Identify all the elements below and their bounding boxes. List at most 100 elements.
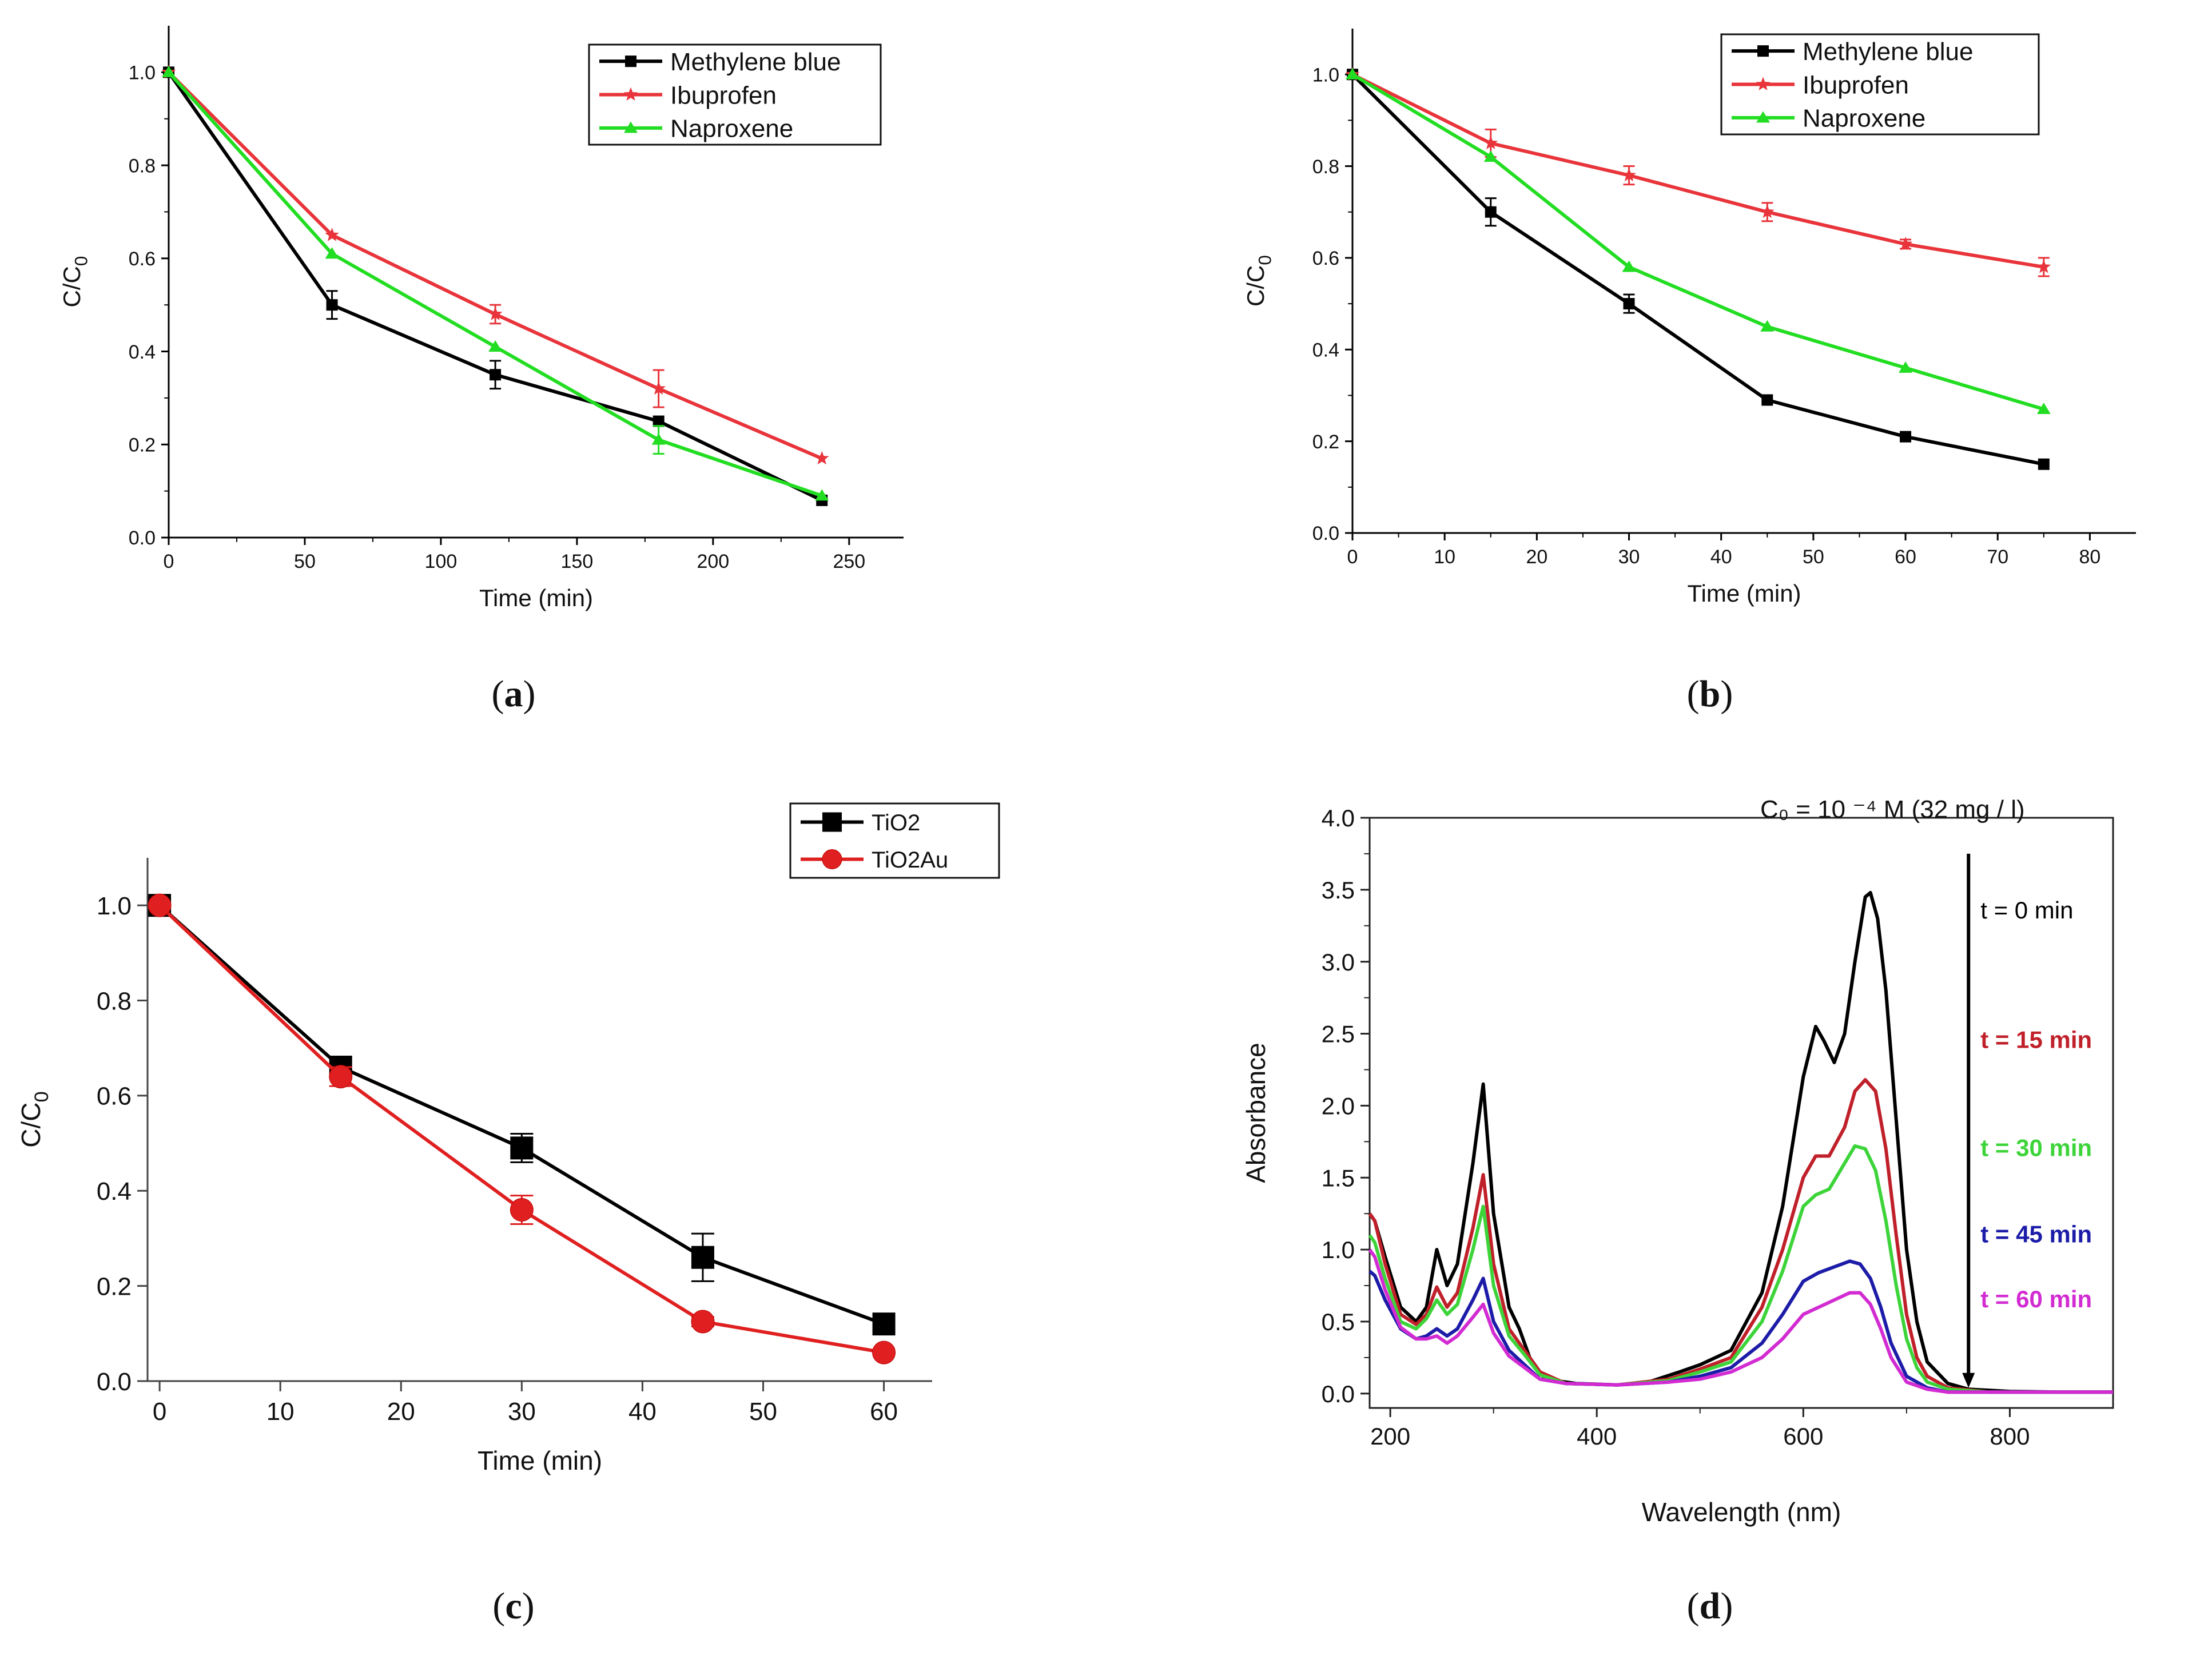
y-tick-label: 0.2 [129,435,156,456]
y-tick-label: 0.6 [1312,248,1339,269]
caption-paren: ( [1687,1585,1700,1627]
y-tick-label: 0.2 [97,1272,132,1300]
y-tick-label: 0.5 [1322,1308,1355,1335]
time-annotation: t = 45 min [1980,1221,2092,1248]
data-point [488,340,503,352]
series-tio2 [148,894,896,1336]
x-tick-label: 50 [294,551,316,572]
x-tick-label: 40 [1710,546,1732,568]
y-tick-label: 0.8 [97,987,132,1015]
data-point [325,247,339,259]
y-tick-label: 0.8 [1312,156,1339,178]
y-tick-label: 0.8 [129,155,156,177]
data-point [691,1246,714,1269]
data-point [1622,168,1636,182]
y-axis-label-subscript: 0 [31,1091,53,1102]
x-tick-label: 800 [1990,1423,2030,1450]
legend-label: TiO2 [872,810,920,836]
series-t-30-min [1368,1144,2113,1394]
legend-label: Naproxene [1803,105,1925,133]
x-tick-label: 40 [628,1398,657,1426]
y-axis-label-main: C/C [58,266,85,307]
x-tick-label: 0 [164,551,174,572]
series-line [158,904,885,1326]
chart-panel-c: 0 10 20 30 40 50 60 0.0 0.2 0.4 0.6 0.8 1.0 Time (min… [16,802,1000,1627]
y-axis-label: C/C0 [1242,255,1275,307]
series-t-0-min [1368,890,2113,1394]
caption-paren: ) [523,673,536,715]
y-tick-label: 0.0 [1312,523,1339,544]
data-point [1900,431,1912,443]
y-axis-label-main: C/C [16,1102,46,1147]
x-tick-label: 60 [870,1398,898,1426]
y-tick-label: 1.5 [1322,1164,1355,1191]
x-tick-label: 10 [1434,546,1455,568]
caption-paren: ) [1720,1585,1733,1627]
legend-marker [1756,111,1770,123]
y-tick-label: 3.0 [1322,949,1355,976]
data-point [1346,67,1359,79]
chart-panel-a: 0 50 100 150 200 250 0.0 0.2 0.4 0.6 0.8 1.0 Time (m… [58,26,904,715]
concentration-label: C₀ = 10 ⁻⁴ M (32 mg / l) [1760,795,2025,823]
data-point [1761,394,1773,406]
data-point [148,893,172,917]
time-annotation: t = 0 min [1980,897,2073,924]
y-axis-label-main: C/C [1242,265,1269,307]
caption-paren: ( [492,673,504,715]
caption-paren: ( [492,1585,505,1627]
data-point [653,415,665,427]
x-tick-label: 150 [561,551,594,572]
legend: Methylene blue Ibuprofen Naproxene [588,43,882,146]
x-axis-label: Time (min) [479,584,593,611]
time-annotation: t = 15 min [1980,1027,2092,1053]
x-tick-label: 20 [387,1398,415,1426]
panel-caption: (a) [492,673,536,715]
data-point [691,1310,715,1334]
legend: TiO2 TiO2Au [789,802,1000,879]
series-t-15-min [1368,1078,2113,1394]
data-point [329,1065,353,1089]
legend-marker [1756,77,1771,90]
data-point [326,299,338,311]
legend-label: Methylene blue [670,48,841,76]
x-tick-label: 10 [266,1398,295,1426]
y-tick-label: 2.0 [1322,1093,1355,1120]
data-point [651,433,666,445]
y-tick-label: 3.5 [1322,877,1355,904]
x-tick-label: 80 [2079,546,2100,568]
y-tick-label: 1.0 [97,892,132,920]
series-line [1351,73,2044,466]
data-point [510,1198,534,1222]
data-point [872,1340,896,1364]
x-axis-label: Wavelength (nm) [1642,1497,1841,1527]
data-point [1623,298,1635,310]
series-line [1351,73,2044,411]
plot-frame [1368,817,2114,1409]
y-tick-label: 0.0 [129,527,156,549]
chart-panel-b: 0 10 20 30 40 50 60 70 80 0.0 0.2 0.4 0.6 0.8 1.0 Time … [1242,29,2136,715]
x-tick-label: 100 [425,551,457,572]
data-point [1483,150,1498,162]
y-axis-label-subscript: 0 [71,256,91,266]
data-point [325,228,339,241]
x-tick-label: 50 [1803,546,1824,568]
caption-paren: ( [1687,673,1700,715]
data-point [490,369,502,381]
y-axis-label: C/C0 [16,1091,53,1147]
data-point [1622,260,1636,272]
x-axis-label: Time (min) [1687,580,1801,607]
x-tick-label: 20 [1526,546,1547,568]
series-line [1351,73,2044,269]
legend-label: Naproxene [670,115,793,143]
legend-marker [822,849,842,869]
data-point [872,1312,896,1336]
data-point [1760,204,1775,218]
panel-caption: (d) [1687,1585,1733,1627]
x-tick-label: 70 [1987,546,2008,568]
y-axis-label: Absorbance [1241,1043,1271,1183]
time-annotation: t = 30 min [1980,1135,2092,1161]
legend-marker [625,55,636,67]
data-point [1485,206,1497,218]
